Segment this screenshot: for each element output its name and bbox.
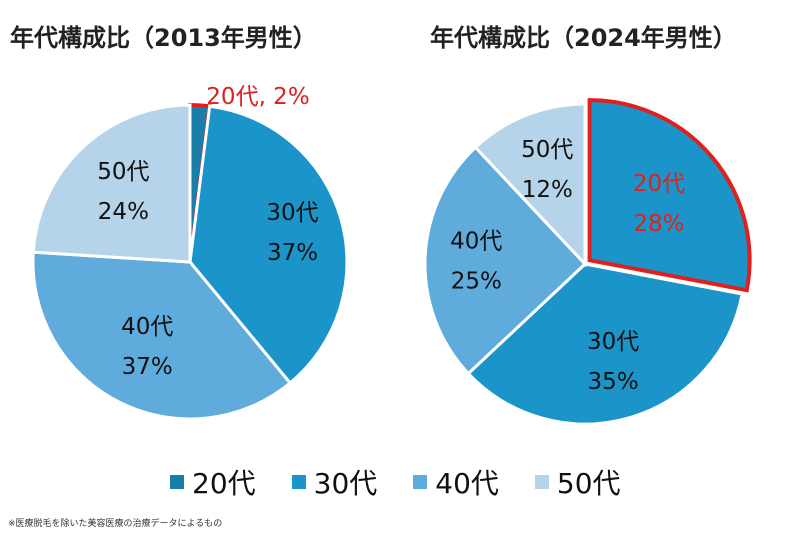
legend-label: 50代: [556, 467, 621, 500]
legend-item: 40代: [413, 462, 499, 502]
legend-item: 50代: [534, 462, 621, 502]
chart-title-2024: 年代構成比（2024年男性）: [430, 24, 737, 52]
data-label-40代: 40代 37%: [121, 314, 173, 380]
pie-slice-20代: [587, 98, 752, 293]
data-label-40代: 40代 25%: [450, 229, 502, 295]
legend: 20代 30代 40代 50代: [170, 462, 621, 502]
footnote: ※医療脱毛を除いた美容医療の治療データによるもの: [8, 519, 223, 529]
data-label-30代: 30代 35%: [587, 329, 639, 395]
pie-slice-50代: [473, 102, 587, 268]
data-label-30代: 30代 37%: [266, 200, 318, 266]
legend-swatch: [291, 475, 306, 489]
legend-label: 20代: [192, 467, 256, 500]
pie-slice-30代: [188, 104, 349, 386]
data-label-50代: 50代 12%: [521, 137, 573, 203]
data-label-50代: 50代 24%: [97, 159, 149, 225]
pie-slice-40代: [31, 250, 293, 421]
legend-item: 30代: [291, 462, 378, 502]
legend-label: 40代: [435, 467, 499, 500]
chart-title-2013: 年代構成比（2013年男性）: [10, 24, 317, 52]
legend-swatch: [534, 475, 549, 489]
legend-swatch: [170, 475, 184, 489]
data-label-20代: 20代, 2%: [206, 84, 309, 110]
pie-slice-30代: [466, 262, 744, 426]
pie-slice-50代: [31, 103, 192, 264]
pie-slice-40代: [423, 145, 588, 376]
legend-item: 20代: [170, 462, 256, 502]
data-label-20代: 20代 28%: [633, 171, 685, 237]
legend-label: 30代: [313, 467, 378, 500]
legend-swatch: [413, 475, 428, 489]
